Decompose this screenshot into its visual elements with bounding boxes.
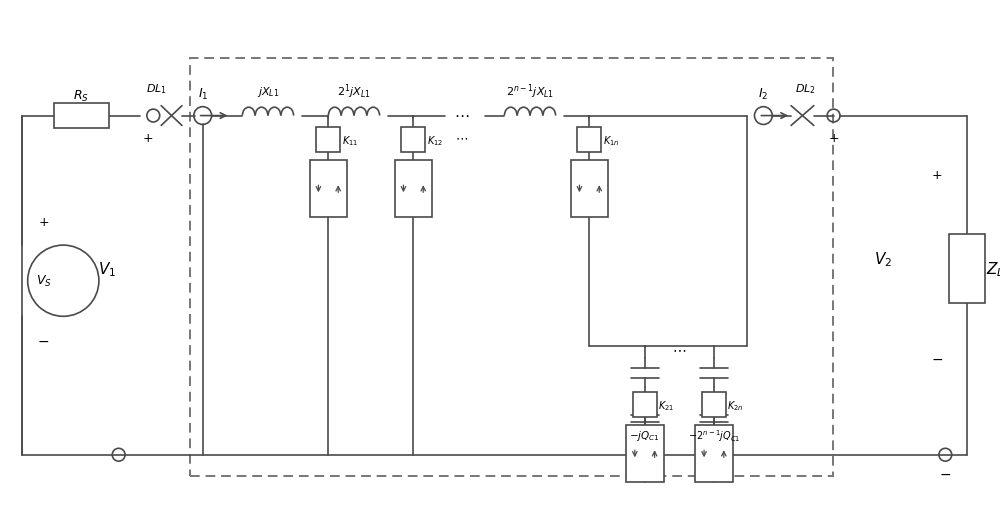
- Text: $I_2$: $I_2$: [758, 87, 769, 102]
- Text: $2^1jX_{L1}$: $2^1jX_{L1}$: [337, 82, 371, 101]
- Text: $K_{12}$: $K_{12}$: [427, 134, 443, 148]
- Bar: [54, 103, 109, 129]
- Text: $-$: $-$: [931, 351, 944, 365]
- Bar: [310, 161, 347, 218]
- Text: $K_{11}$: $K_{11}$: [342, 134, 358, 148]
- Text: +: +: [38, 215, 49, 229]
- Text: $V_1$: $V_1$: [98, 260, 116, 278]
- Bar: [949, 235, 985, 304]
- Bar: [633, 392, 657, 417]
- Text: $2^{n-1}jX_{L1}$: $2^{n-1}jX_{L1}$: [506, 82, 554, 101]
- Text: +: +: [143, 131, 154, 145]
- Text: +: +: [828, 131, 839, 145]
- Text: $-2^{n-1}jQ_{C1}$: $-2^{n-1}jQ_{C1}$: [688, 427, 740, 443]
- Text: $V_2$: $V_2$: [874, 250, 892, 269]
- Text: +: +: [932, 169, 943, 182]
- Bar: [626, 425, 664, 483]
- Bar: [702, 392, 726, 417]
- Text: $I_1$: $I_1$: [198, 87, 208, 102]
- Bar: [316, 128, 340, 153]
- Bar: [571, 161, 608, 218]
- Bar: [395, 161, 432, 218]
- Text: $Z_L$: $Z_L$: [986, 260, 1000, 278]
- Text: $DL_1$: $DL_1$: [146, 82, 167, 96]
- Text: $-$: $-$: [939, 466, 951, 479]
- Text: $V_S$: $V_S$: [36, 274, 51, 289]
- Bar: [695, 425, 733, 483]
- Text: $R_S$: $R_S$: [73, 89, 89, 104]
- Bar: [577, 128, 601, 153]
- Text: $K_{21}$: $K_{21}$: [658, 398, 675, 412]
- Text: $DL_2$: $DL_2$: [795, 82, 816, 96]
- Bar: [401, 128, 425, 153]
- Text: $-$: $-$: [37, 333, 50, 347]
- Text: $-jQ_{C1}$: $-jQ_{C1}$: [629, 428, 660, 442]
- Text: $K_{2n}$: $K_{2n}$: [727, 398, 744, 412]
- Text: $\cdots$: $\cdots$: [454, 107, 470, 122]
- Text: $\cdots$: $\cdots$: [455, 131, 468, 145]
- Text: $\cdots$: $\cdots$: [672, 341, 686, 355]
- Text: $K_{1n}$: $K_{1n}$: [603, 134, 619, 148]
- Text: $jX_{L1}$: $jX_{L1}$: [257, 84, 279, 99]
